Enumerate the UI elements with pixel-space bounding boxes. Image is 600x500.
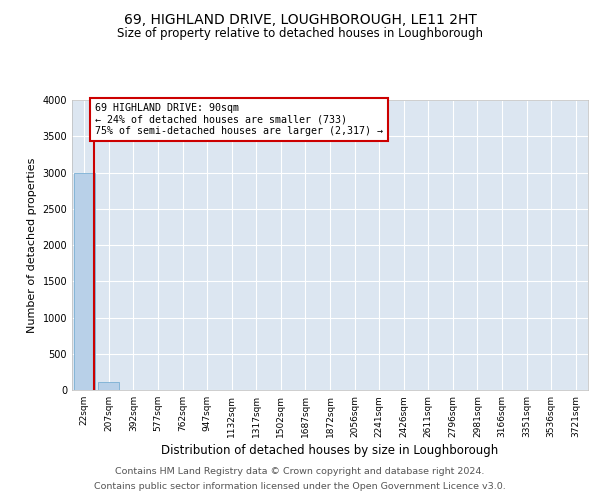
Text: 69 HIGHLAND DRIVE: 90sqm
← 24% of detached houses are smaller (733)
75% of semi-: 69 HIGHLAND DRIVE: 90sqm ← 24% of detach… — [95, 103, 383, 136]
X-axis label: Distribution of detached houses by size in Loughborough: Distribution of detached houses by size … — [161, 444, 499, 457]
Bar — [74, 172, 95, 390]
Text: Contains HM Land Registry data © Crown copyright and database right 2024.: Contains HM Land Registry data © Crown c… — [115, 467, 485, 476]
Y-axis label: Number of detached properties: Number of detached properties — [27, 158, 37, 332]
Text: Contains public sector information licensed under the Open Government Licence v3: Contains public sector information licen… — [94, 482, 506, 491]
Text: Size of property relative to detached houses in Loughborough: Size of property relative to detached ho… — [117, 28, 483, 40]
Text: 69, HIGHLAND DRIVE, LOUGHBOROUGH, LE11 2HT: 69, HIGHLAND DRIVE, LOUGHBOROUGH, LE11 2… — [124, 12, 476, 26]
Bar — [98, 382, 119, 390]
